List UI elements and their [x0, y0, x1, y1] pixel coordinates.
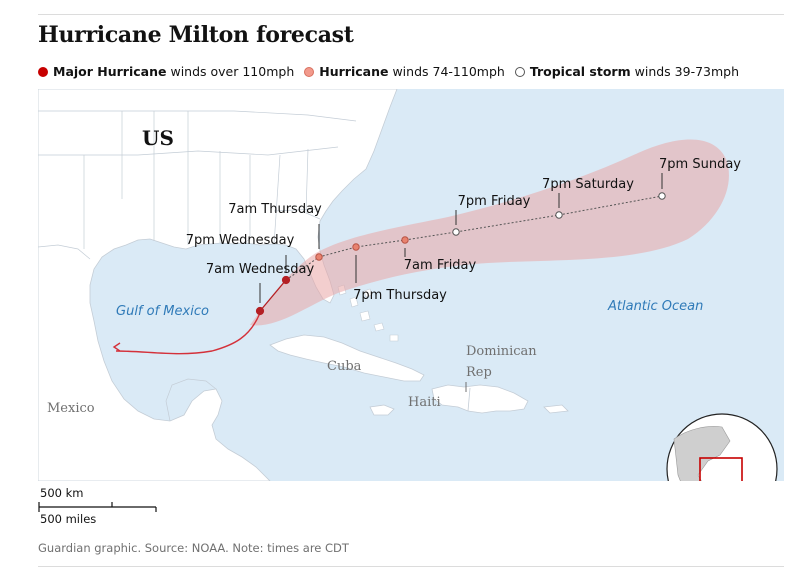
label-atlantic-ocean: Atlantic Ocean	[607, 299, 703, 314]
label-haiti: Haiti	[408, 395, 441, 410]
major-track-line	[259, 279, 287, 312]
label-us: US	[142, 126, 174, 150]
label-rep: Rep	[466, 365, 492, 380]
track-points	[255, 192, 666, 316]
track-label-4: 7am Friday	[404, 258, 477, 273]
top-rule	[38, 14, 784, 15]
locator-globe	[666, 413, 778, 481]
map-svg: 7am Wednesday 7pm Wednesday 7am Thursday 7p…	[38, 89, 784, 481]
track-label-0: 7am Wednesday	[206, 262, 315, 277]
track-point-2	[315, 253, 323, 261]
label-mexico: Mexico	[47, 401, 95, 416]
track-labels: 7am Wednesday 7pm Wednesday 7am Thursday 7p…	[186, 157, 742, 303]
track-ticks	[259, 173, 663, 303]
chart-title: Hurricane Milton forecast	[38, 22, 354, 48]
track-point-3	[352, 243, 360, 251]
scale-bar-graphic	[38, 502, 157, 512]
major-hurricane-dot-icon	[38, 66, 48, 77]
source-note: Guardian graphic. Source: NOAA. Note: ti…	[38, 541, 349, 555]
past-track	[112, 312, 261, 355]
landmass-puerto-rico	[543, 404, 569, 414]
track-point-6	[555, 211, 563, 219]
legend-name: Hurricane	[319, 64, 389, 79]
track-label-3: 7pm Thursday	[353, 288, 447, 303]
legend: Major Hurricane winds over 110mph Hurric…	[38, 64, 788, 79]
track-label-6: 7pm Saturday	[542, 177, 634, 192]
forecast-cone	[250, 139, 729, 326]
legend-desc: winds 39-73mph	[634, 64, 740, 79]
track-label-7: 7pm Sunday	[659, 157, 741, 172]
landmass-bahamas	[337, 284, 399, 342]
track-label-1: 7pm Wednesday	[186, 233, 295, 248]
track-label-5: 7pm Friday	[458, 194, 531, 209]
legend-desc: winds 74-110mph	[392, 64, 505, 79]
tropical-storm-dot-icon	[514, 66, 525, 77]
track-point-1	[281, 275, 291, 285]
haiti-dr-border	[467, 387, 471, 412]
hurricane-dot-icon	[304, 66, 315, 77]
landmass-cuba	[269, 334, 425, 382]
legend-item-hurricane: Hurricane winds 74-110mph	[304, 64, 505, 79]
legend-item-major-hurricane: Major Hurricane winds over 110mph	[38, 64, 294, 79]
legend-desc: winds over 110mph	[170, 64, 295, 79]
landmass-hispaniola	[431, 384, 529, 414]
label-gulf-of-mexico: Gulf of Mexico	[116, 304, 209, 319]
landmass-jamaica	[369, 404, 395, 416]
track-point-4	[401, 236, 409, 244]
track-point-7	[658, 192, 666, 200]
scale-miles-label: 500 miles	[40, 512, 97, 526]
bottom-rule	[38, 566, 784, 567]
track-label-2: 7am Thursday	[228, 202, 322, 217]
track-point-0	[255, 306, 265, 316]
legend-name: Major Hurricane	[53, 64, 167, 79]
label-cuba: Cuba	[327, 359, 362, 374]
label-dominican: Dominican	[466, 344, 537, 359]
legend-name: Tropical storm	[529, 64, 631, 79]
borders	[38, 110, 357, 422]
scale-km-label: 500 km	[40, 486, 84, 500]
forecast-map: 7am Wednesday 7pm Wednesday 7am Thursday 7p…	[38, 89, 784, 481]
legend-item-tropical-storm: Tropical storm winds 39-73mph	[514, 64, 740, 79]
scale-bar: 500 km 500 miles	[38, 486, 198, 530]
track-point-5	[452, 228, 460, 236]
